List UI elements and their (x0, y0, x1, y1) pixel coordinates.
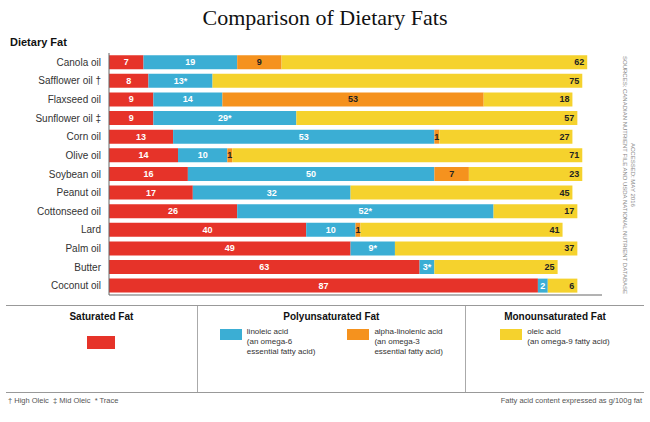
svg-text:25: 25 (545, 262, 555, 272)
svg-text:53: 53 (348, 94, 358, 104)
svg-text:Palm oil: Palm oil (65, 243, 101, 254)
svg-text:Soybean oil: Soybean oil (49, 169, 101, 180)
svg-text:8: 8 (126, 76, 131, 86)
svg-text:87: 87 (318, 281, 328, 291)
svg-text:52*: 52* (359, 206, 373, 216)
html-text:Comparison of Dietary Fats: Comparison of Dietary Fats (202, 5, 448, 30)
svg-text:14: 14 (183, 94, 193, 104)
svg-text:16: 16 (143, 169, 153, 179)
svg-text:Butter: Butter (74, 262, 101, 273)
html-text:alpha-linolenic acid (an omega: alpha-linolenic acid (an omega-3 essenti… (374, 327, 443, 356)
svg-text:14: 14 (139, 150, 149, 160)
svg-text:37: 37 (564, 243, 574, 253)
svg-text:1: 1 (434, 132, 439, 142)
svg-text:7: 7 (449, 169, 454, 179)
svg-text:Peanut oil: Peanut oil (57, 187, 101, 198)
svg-text:2: 2 (540, 281, 545, 291)
html-text:Dietary Fat: Dietary Fat (10, 36, 67, 48)
svg-text:Lard: Lard (81, 224, 101, 235)
svg-text:13*: 13* (174, 76, 188, 86)
svg-text:71: 71 (569, 150, 579, 160)
svg-text:9: 9 (257, 57, 262, 67)
svg-text:9*: 9* (368, 243, 377, 253)
svg-text:40: 40 (203, 225, 213, 235)
html-text:Polyunsaturated Fat: Polyunsaturated Fat (283, 311, 380, 322)
svg-text:Olive oil: Olive oil (65, 150, 101, 161)
svg-text:Safflower oil †: Safflower oil † (38, 75, 101, 86)
svg-text:9: 9 (129, 113, 134, 123)
svg-text:17: 17 (564, 206, 574, 216)
svg-text:63: 63 (259, 262, 269, 272)
html-text:Monounsaturated Fat: Monounsaturated Fat (504, 311, 606, 322)
svg-text:1: 1 (227, 150, 232, 160)
svg-text:Canola oil: Canola oil (57, 57, 101, 68)
svg-text:13: 13 (136, 132, 146, 142)
svg-text:6: 6 (569, 281, 574, 291)
svg-text:3*: 3* (423, 262, 432, 272)
svg-text:45: 45 (559, 188, 569, 198)
svg-text:53: 53 (299, 132, 309, 142)
svg-text:9: 9 (129, 94, 134, 104)
svg-text:26: 26 (168, 206, 178, 216)
html-text:oleic acid (an omega-9 fatty a: oleic acid (an omega-9 fatty acid) (527, 327, 610, 346)
html-text:ACCESSED: MAY 2016: ACCESSED: MAY 2016 (630, 143, 636, 207)
html-text:linoleic acid (an omega-6 esse: linoleic acid (an omega-6 essential fatt… (246, 327, 316, 356)
svg-text:57: 57 (564, 113, 574, 123)
html-text:Saturated Fat: Saturated Fat (69, 311, 134, 322)
html-text:† High Oleic ‡ Mid Oleic * Tra: † High Oleic ‡ Mid Oleic * Trace (8, 396, 119, 405)
svg-text:Flaxseed oil: Flaxseed oil (48, 94, 101, 105)
html-text:SOURCES: CANADIAN NUTRIENT FIL: SOURCES: CANADIAN NUTRIENT FILE AND USDA… (622, 56, 628, 294)
html-text:Fatty acid content expressed a: Fatty acid content expressed as g/100g f… (500, 396, 642, 405)
svg-text:18: 18 (559, 94, 569, 104)
svg-text:Sunflower oil ‡: Sunflower oil ‡ (35, 113, 101, 124)
svg-text:49: 49 (225, 243, 235, 253)
svg-text:17: 17 (146, 188, 156, 198)
svg-text:19: 19 (185, 57, 195, 67)
svg-text:23: 23 (569, 169, 579, 179)
svg-text:29*: 29* (218, 113, 232, 123)
svg-text:10: 10 (198, 150, 208, 160)
svg-text:27: 27 (559, 132, 569, 142)
svg-text:75: 75 (569, 76, 579, 86)
svg-text:Corn oil: Corn oil (67, 131, 101, 142)
svg-text:1: 1 (355, 225, 360, 235)
svg-text:41: 41 (550, 225, 560, 235)
svg-text:10: 10 (326, 225, 336, 235)
svg-text:50: 50 (306, 169, 316, 179)
svg-text:Cottonseed oil: Cottonseed oil (37, 206, 101, 217)
svg-text:Coconut oil: Coconut oil (51, 280, 101, 291)
svg-text:7: 7 (124, 57, 129, 67)
svg-text:62: 62 (574, 57, 584, 67)
svg-text:32: 32 (267, 188, 277, 198)
